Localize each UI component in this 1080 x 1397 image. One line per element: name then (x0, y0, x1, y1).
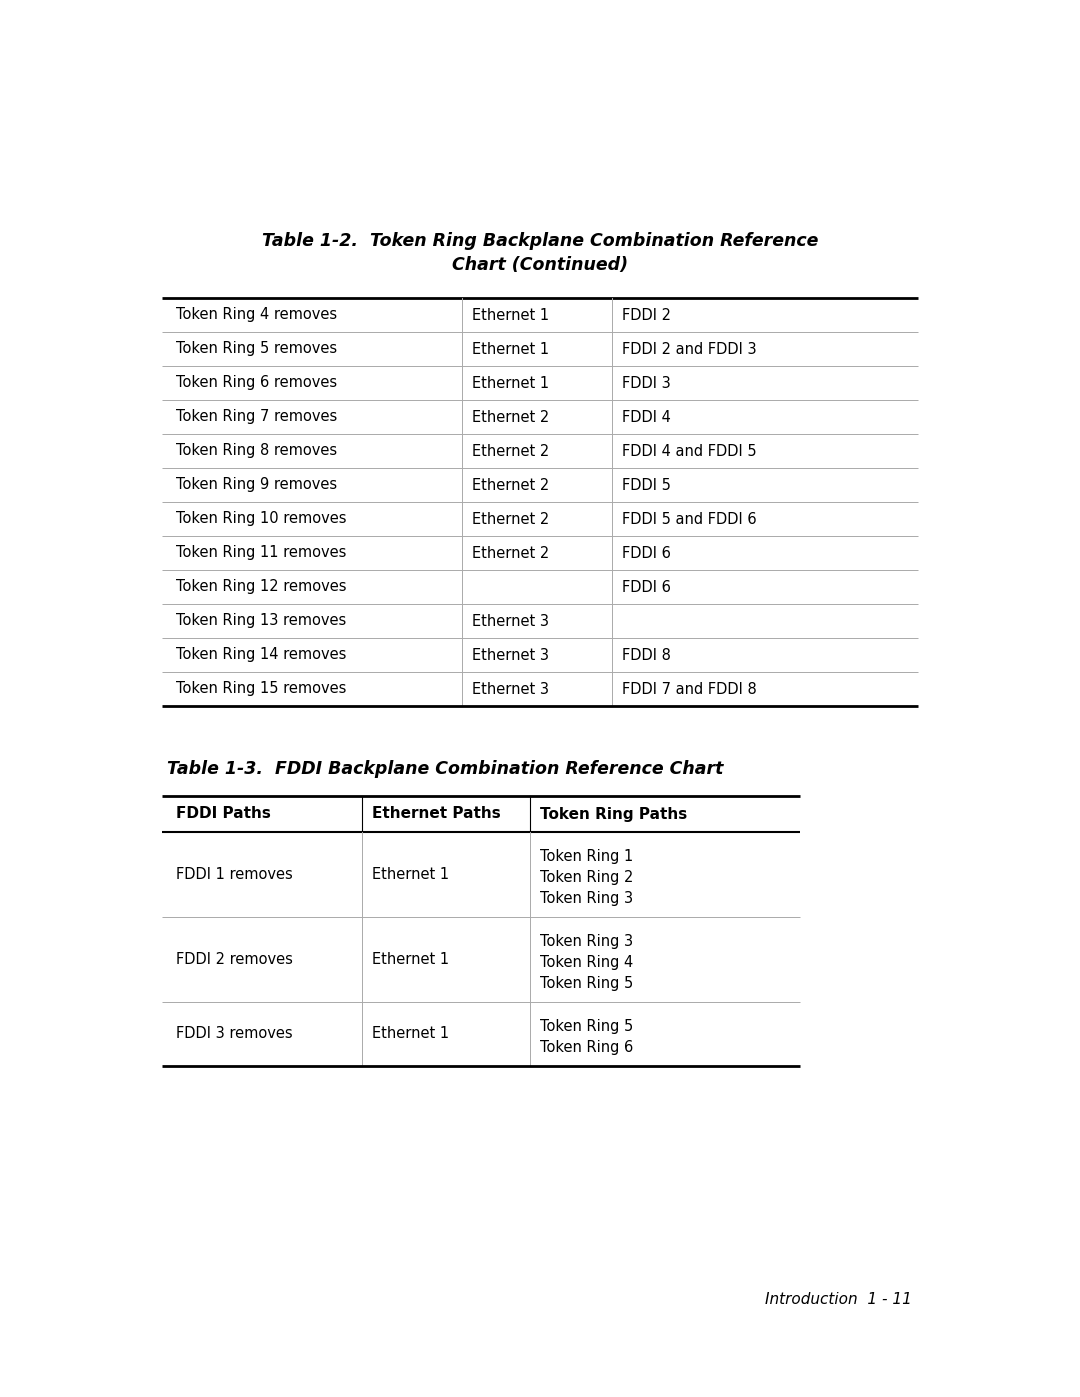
Text: FDDI 4: FDDI 4 (622, 409, 671, 425)
Text: Token Ring 4: Token Ring 4 (540, 956, 633, 970)
Text: FDDI 2 and FDDI 3: FDDI 2 and FDDI 3 (622, 341, 757, 356)
Text: Table 1-3.  FDDI Backplane Combination Reference Chart: Table 1-3. FDDI Backplane Combination Re… (167, 760, 724, 778)
Text: FDDI 3 removes: FDDI 3 removes (176, 1027, 293, 1042)
Text: Ethernet Paths: Ethernet Paths (372, 806, 501, 821)
Text: Table 1-2.  Token Ring Backplane Combination Reference: Table 1-2. Token Ring Backplane Combinat… (261, 232, 819, 250)
Text: Ethernet 3: Ethernet 3 (472, 682, 549, 697)
Text: FDDI 7 and FDDI 8: FDDI 7 and FDDI 8 (622, 682, 757, 697)
Text: Token Ring 13 removes: Token Ring 13 removes (176, 613, 347, 629)
Text: FDDI 2: FDDI 2 (622, 307, 671, 323)
Text: FDDI 4 and FDDI 5: FDDI 4 and FDDI 5 (622, 443, 757, 458)
Text: Token Ring Paths: Token Ring Paths (540, 806, 687, 821)
Text: Ethernet 1: Ethernet 1 (372, 951, 449, 967)
Text: Token Ring 5: Token Ring 5 (540, 977, 633, 990)
Text: Token Ring 7 removes: Token Ring 7 removes (176, 409, 337, 425)
Text: Token Ring 12 removes: Token Ring 12 removes (176, 580, 347, 595)
Text: FDDI 3: FDDI 3 (622, 376, 671, 391)
Text: Ethernet 2: Ethernet 2 (472, 545, 550, 560)
Text: Ethernet 1: Ethernet 1 (472, 376, 549, 391)
Text: FDDI 6: FDDI 6 (622, 580, 671, 595)
Text: Token Ring 14 removes: Token Ring 14 removes (176, 647, 347, 662)
Text: Ethernet 2: Ethernet 2 (472, 443, 550, 458)
Text: FDDI Paths: FDDI Paths (176, 806, 271, 821)
Text: Token Ring 10 removes: Token Ring 10 removes (176, 511, 347, 527)
Text: Ethernet 1: Ethernet 1 (372, 868, 449, 882)
Text: Token Ring 15 removes: Token Ring 15 removes (176, 682, 347, 697)
Text: Ethernet 2: Ethernet 2 (472, 511, 550, 527)
Text: Token Ring 5 removes: Token Ring 5 removes (176, 341, 337, 356)
Text: Token Ring 8 removes: Token Ring 8 removes (176, 443, 337, 458)
Text: Token Ring 3: Token Ring 3 (540, 935, 633, 949)
Text: Ethernet 1: Ethernet 1 (472, 341, 549, 356)
Text: Token Ring 6 removes: Token Ring 6 removes (176, 376, 337, 391)
Text: Ethernet 3: Ethernet 3 (472, 647, 549, 662)
Text: Token Ring 2: Token Ring 2 (540, 870, 633, 886)
Text: Ethernet 3: Ethernet 3 (472, 613, 549, 629)
Text: Token Ring 11 removes: Token Ring 11 removes (176, 545, 347, 560)
Text: Token Ring 1: Token Ring 1 (540, 849, 633, 863)
Text: Chart (Continued): Chart (Continued) (451, 256, 629, 274)
Text: Introduction  1 - 11: Introduction 1 - 11 (765, 1292, 912, 1308)
Text: FDDI 1 removes: FDDI 1 removes (176, 868, 293, 882)
Text: Ethernet 2: Ethernet 2 (472, 478, 550, 493)
Text: FDDI 8: FDDI 8 (622, 647, 671, 662)
Text: FDDI 5: FDDI 5 (622, 478, 671, 493)
Text: FDDI 2 removes: FDDI 2 removes (176, 951, 293, 967)
Text: FDDI 6: FDDI 6 (622, 545, 671, 560)
Text: Ethernet 2: Ethernet 2 (472, 409, 550, 425)
Text: Token Ring 6: Token Ring 6 (540, 1039, 633, 1055)
Text: Ethernet 1: Ethernet 1 (372, 1027, 449, 1042)
Text: Token Ring 3: Token Ring 3 (540, 891, 633, 907)
Text: Ethernet 1: Ethernet 1 (472, 307, 549, 323)
Text: FDDI 5 and FDDI 6: FDDI 5 and FDDI 6 (622, 511, 757, 527)
Text: Token Ring 9 removes: Token Ring 9 removes (176, 478, 337, 493)
Text: Token Ring 5: Token Ring 5 (540, 1018, 633, 1034)
Text: Token Ring 4 removes: Token Ring 4 removes (176, 307, 337, 323)
